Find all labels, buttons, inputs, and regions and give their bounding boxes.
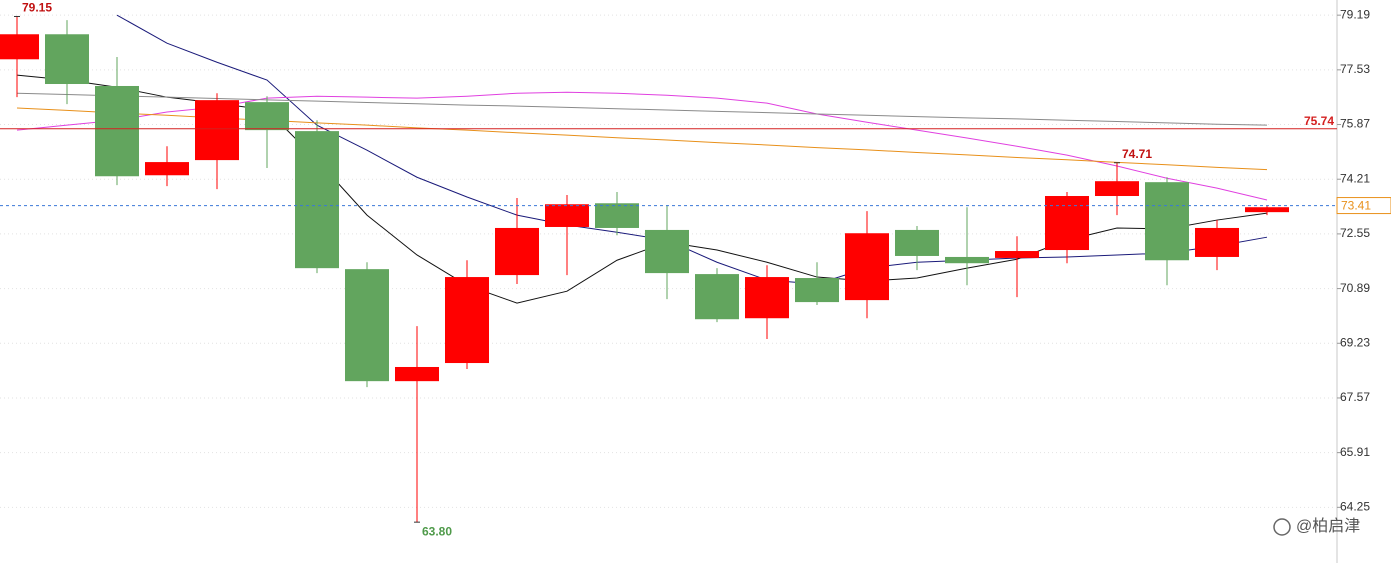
candle-body [45, 34, 89, 85]
candle-body [995, 251, 1039, 258]
candle-body [1195, 227, 1239, 257]
candle-body [95, 85, 139, 177]
candle-body [295, 131, 339, 269]
y-tick-label: 72.55 [1340, 226, 1370, 240]
candle-body [1095, 181, 1139, 197]
candle-body [795, 278, 839, 303]
annotation-label: 63.80 [422, 524, 452, 538]
candle-body [345, 269, 389, 382]
y-tick-label: 64.25 [1340, 499, 1370, 513]
price-label: 73.41 [1341, 199, 1371, 213]
candle-body [745, 277, 789, 319]
watermark-logo [1273, 518, 1291, 536]
candle-body [445, 277, 489, 364]
price-label-box [1336, 197, 1391, 215]
y-tick-label: 79.19 [1340, 7, 1370, 21]
moving-average-line [16, 92, 1268, 126]
candle-body [845, 233, 889, 301]
annotation-label: 74.71 [1122, 147, 1152, 161]
candle-body [1045, 196, 1089, 251]
candle-body [545, 204, 589, 227]
y-tick-label: 70.89 [1340, 281, 1370, 295]
y-tick-label: 69.23 [1340, 335, 1370, 349]
candle-body [1245, 207, 1289, 213]
watermark: @柏启津 [1296, 517, 1360, 535]
y-tick-label: 67.57 [1340, 390, 1370, 404]
candle-body [895, 229, 939, 256]
annotation-label: 79.15 [22, 1, 52, 15]
y-tick-label: 75.87 [1340, 117, 1370, 131]
y-tick-label: 65.91 [1340, 445, 1370, 459]
candle-body [645, 229, 689, 274]
candle-body [0, 34, 39, 60]
candle-body [1145, 182, 1189, 261]
candle-body [595, 203, 639, 228]
y-tick-label: 77.53 [1340, 62, 1370, 76]
y-tick-label: 74.21 [1340, 171, 1370, 185]
price-label: 75.74 [1304, 114, 1334, 128]
candle-body [695, 274, 739, 320]
candle-body [945, 256, 989, 264]
candle-body [145, 162, 189, 176]
candle-body [495, 227, 539, 276]
moving-average-line [116, 14, 1268, 285]
candle-body [395, 366, 439, 382]
candle-body [245, 102, 289, 131]
candle-body [195, 100, 239, 161]
